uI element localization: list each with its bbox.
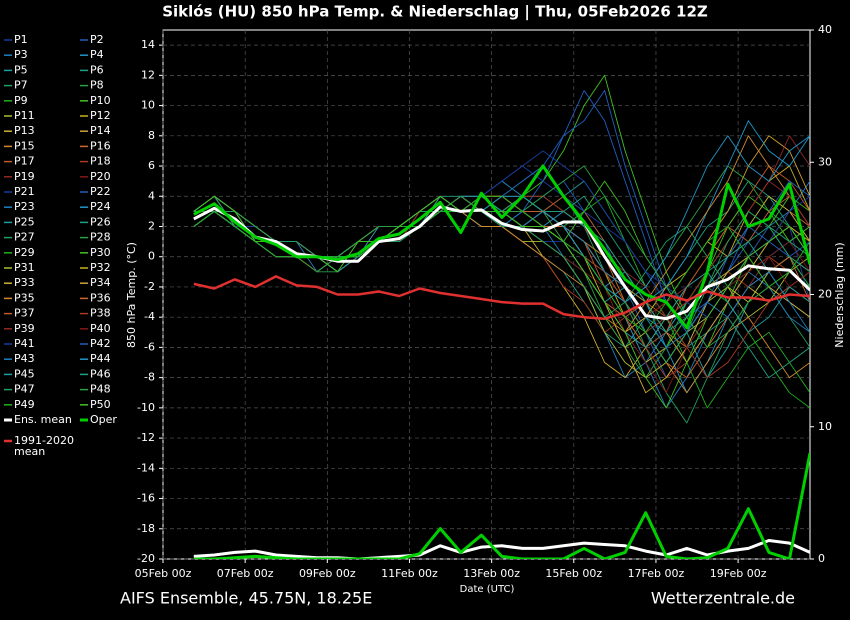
legend-label: P19	[14, 170, 35, 183]
legend-label: P48	[90, 383, 111, 396]
legend-label: Oper	[90, 413, 117, 426]
y2-tick-label: 10	[818, 420, 832, 433]
y-tick-label: 0	[148, 250, 155, 263]
y-tick-label: 10	[141, 99, 155, 112]
legend-label: P37	[14, 307, 35, 320]
y-tick-label: 8	[148, 129, 155, 142]
legend-label: P42	[90, 337, 111, 350]
y2-tick-label: 20	[818, 288, 832, 301]
legend-label: P7	[14, 79, 28, 92]
y2-tick-label: 0	[818, 552, 825, 565]
temp-line	[193, 275, 810, 320]
footer-right: Wetterzentrale.de	[651, 589, 795, 608]
precip-line	[193, 539, 810, 559]
x-tick-label: 13Feb 00z	[463, 567, 520, 580]
legend-label: P50	[90, 398, 111, 411]
y-axis-label: 850 hPa Temp. (°C)	[125, 242, 138, 348]
legend-label: P40	[90, 322, 111, 335]
legend-label: P46	[90, 367, 111, 380]
footer-left: AIFS Ensemble, 45.75N, 18.25E	[120, 589, 372, 608]
y-tick-label: 6	[148, 159, 155, 172]
legend-label: 1991-2020 mean	[14, 435, 74, 458]
legend-label: P30	[90, 246, 111, 259]
legend-label: P33	[14, 276, 35, 289]
legend-label: P4	[90, 48, 104, 61]
legend-label: P49	[14, 398, 35, 411]
y-tick-label: -8	[144, 371, 155, 384]
y-tick-label: -12	[137, 431, 155, 444]
y-tick-label: -4	[144, 310, 155, 323]
legend-label: P24	[90, 200, 111, 213]
legend-label: P43	[14, 352, 35, 365]
legend-label: P38	[90, 307, 111, 320]
x-axis-label: Date (UTC)	[460, 584, 515, 595]
legend-label-box: 1991-2020 mean	[14, 435, 74, 458]
y-tick-label: -14	[137, 461, 155, 474]
x-tick-label: 15Feb 00z	[545, 567, 602, 580]
legend-label: P14	[90, 124, 111, 137]
y2-axis-label: Niederschlag (mm)	[833, 242, 846, 347]
legend-label: P31	[14, 261, 35, 274]
legend-label: P36	[90, 291, 111, 304]
legend-label: P6	[90, 63, 104, 76]
y-tick-label: 12	[141, 68, 155, 81]
y-tick-label: -20	[137, 552, 155, 565]
chart-title: Siklós (HU) 850 hPa Temp. & Niederschlag…	[162, 3, 708, 22]
x-tick-label: 05Feb 00z	[135, 567, 192, 580]
legend-label: P47	[14, 383, 35, 396]
legend-label: P8	[90, 79, 104, 92]
legend-label: P29	[14, 246, 35, 259]
x-tick-label: 19Feb 00z	[710, 567, 767, 580]
y-tick-label: -16	[137, 492, 155, 505]
legend-label: P35	[14, 291, 35, 304]
x-tick-label: 07Feb 00z	[217, 567, 274, 580]
legend-label: P9	[14, 94, 28, 107]
legend-label: P17	[14, 155, 35, 168]
legend-label: P2	[90, 33, 104, 46]
legend-label: P10	[90, 94, 111, 107]
legend-label: Ens. mean	[14, 413, 72, 426]
legend-label: P18	[90, 155, 111, 168]
legend-label: P34	[90, 276, 111, 289]
y-tick-label: 2	[148, 219, 155, 232]
temp-line	[193, 164, 810, 330]
legend-label: P41	[14, 337, 35, 350]
legend-label: P13	[14, 124, 35, 137]
y2-tick-label: 40	[818, 23, 832, 36]
legend-label: P45	[14, 367, 35, 380]
legend-label: P25	[14, 215, 35, 228]
legend-label: P11	[14, 109, 35, 122]
legend-label: P12	[90, 109, 111, 122]
legend-label: P23	[14, 200, 35, 213]
y-tick-label: 4	[148, 189, 155, 202]
legend-label: P20	[90, 170, 111, 183]
legend-label: P26	[90, 215, 111, 228]
x-tick-label: 09Feb 00z	[299, 567, 356, 580]
legend-label: P15	[14, 139, 35, 152]
legend-label: P39	[14, 322, 35, 335]
legend-label: P27	[14, 231, 35, 244]
y-tick-label: 14	[141, 38, 155, 51]
legend-label: P44	[90, 352, 111, 365]
legend-label: P1	[14, 33, 28, 46]
legend-label: P32	[90, 261, 111, 274]
temp-line	[193, 205, 810, 321]
legend-label: P22	[90, 185, 111, 198]
precip-line	[193, 452, 810, 559]
legend-label: P5	[14, 63, 28, 76]
y-tick-label: -2	[144, 280, 155, 293]
x-tick-label: 11Feb 00z	[381, 567, 438, 580]
legend-label: P28	[90, 231, 111, 244]
y-tick-label: -18	[137, 522, 155, 535]
x-tick-label: 17Feb 00z	[628, 567, 685, 580]
y-tick-label: -6	[144, 340, 155, 353]
legend-label: P3	[14, 48, 28, 61]
y2-tick-label: 30	[818, 155, 832, 168]
legend-label: P16	[90, 139, 111, 152]
legend-label: P21	[14, 185, 35, 198]
y-tick-label: -10	[137, 401, 155, 414]
